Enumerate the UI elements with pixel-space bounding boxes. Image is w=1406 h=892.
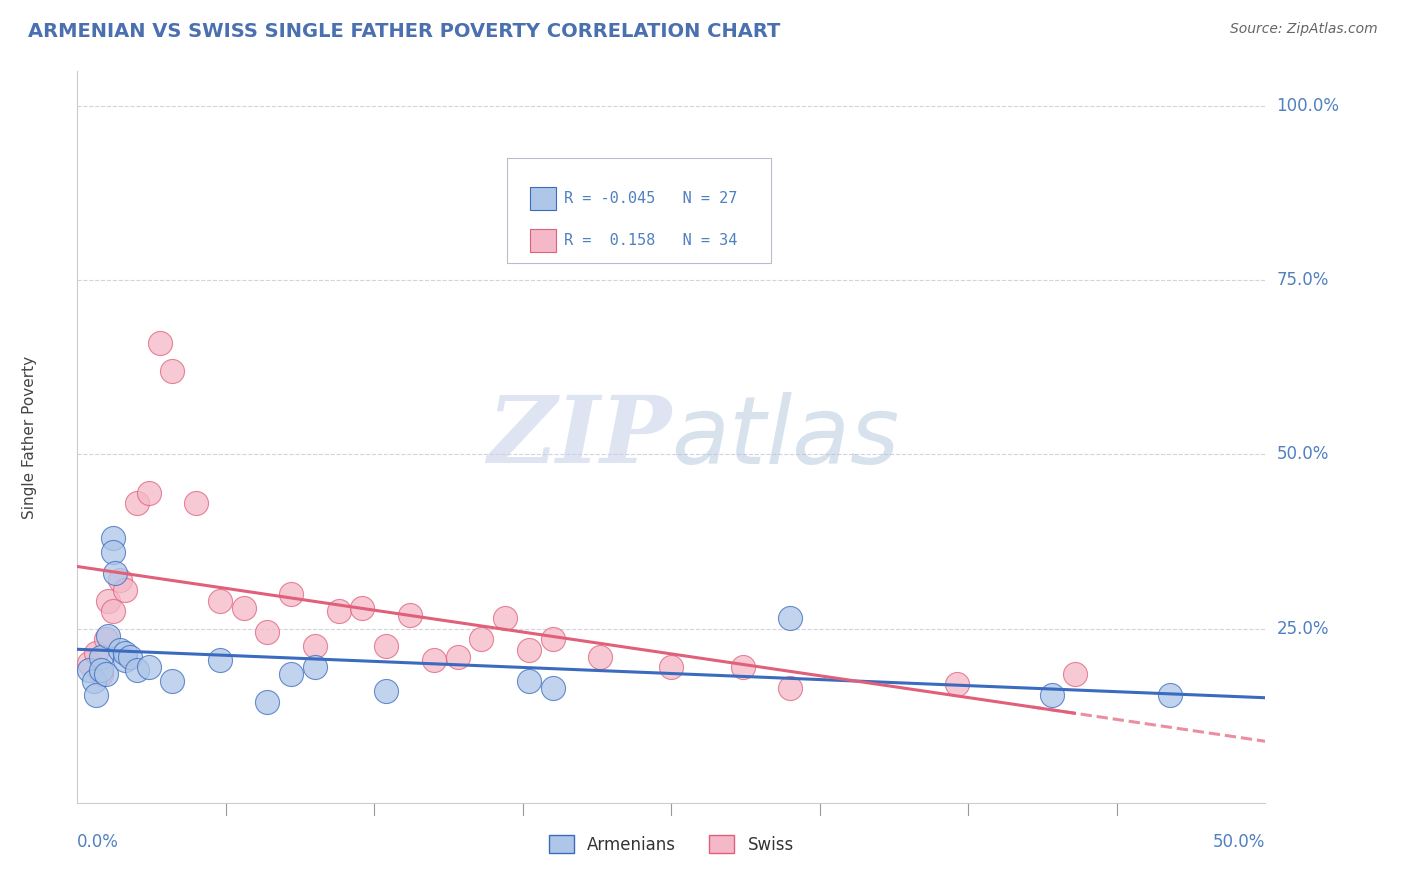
Legend: Armenians, Swiss: Armenians, Swiss bbox=[543, 829, 800, 860]
Point bbox=[328, 604, 350, 618]
Point bbox=[779, 611, 801, 625]
Point bbox=[86, 688, 108, 702]
Point bbox=[423, 653, 446, 667]
Point bbox=[149, 336, 172, 351]
Text: 0.0%: 0.0% bbox=[77, 833, 120, 851]
Point bbox=[162, 673, 184, 688]
Point bbox=[83, 673, 105, 688]
Point bbox=[517, 673, 540, 688]
Point bbox=[352, 600, 374, 615]
Point bbox=[77, 657, 100, 671]
Point bbox=[90, 664, 112, 678]
Point bbox=[114, 583, 136, 598]
Point bbox=[101, 604, 124, 618]
Point bbox=[90, 667, 112, 681]
Point bbox=[1159, 688, 1181, 702]
Point bbox=[114, 646, 136, 660]
Point bbox=[280, 587, 302, 601]
Point bbox=[541, 681, 564, 695]
Point bbox=[118, 649, 141, 664]
Text: Source: ZipAtlas.com: Source: ZipAtlas.com bbox=[1230, 22, 1378, 37]
Point bbox=[208, 653, 231, 667]
Point bbox=[517, 642, 540, 657]
Point bbox=[97, 594, 120, 608]
Point bbox=[399, 607, 422, 622]
Point bbox=[494, 611, 516, 625]
Point bbox=[94, 632, 117, 646]
Text: 25.0%: 25.0% bbox=[1277, 620, 1329, 638]
Text: R =  0.158   N = 34: R = 0.158 N = 34 bbox=[564, 234, 738, 248]
Point bbox=[375, 684, 398, 698]
Point bbox=[90, 649, 112, 664]
Point bbox=[125, 496, 148, 510]
Text: 100.0%: 100.0% bbox=[1277, 97, 1340, 115]
Point bbox=[114, 653, 136, 667]
Point bbox=[77, 664, 100, 678]
Text: 50.0%: 50.0% bbox=[1213, 833, 1265, 851]
Point bbox=[86, 646, 108, 660]
Point bbox=[104, 566, 127, 580]
Point bbox=[208, 594, 231, 608]
Point bbox=[256, 695, 278, 709]
Point bbox=[256, 625, 278, 640]
Text: ARMENIAN VS SWISS SINGLE FATHER POVERTY CORRELATION CHART: ARMENIAN VS SWISS SINGLE FATHER POVERTY … bbox=[28, 22, 780, 41]
Text: ZIP: ZIP bbox=[486, 392, 672, 482]
Point bbox=[945, 677, 967, 691]
Point bbox=[101, 545, 124, 559]
Point bbox=[304, 639, 326, 653]
Text: R = -0.045   N = 27: R = -0.045 N = 27 bbox=[564, 191, 738, 206]
Text: 75.0%: 75.0% bbox=[1277, 271, 1329, 289]
Text: Single Father Poverty: Single Father Poverty bbox=[22, 356, 38, 518]
Point bbox=[101, 531, 124, 545]
Point bbox=[470, 632, 492, 646]
Point bbox=[375, 639, 398, 653]
Point bbox=[97, 629, 120, 643]
Point bbox=[1064, 667, 1087, 681]
Point bbox=[661, 660, 683, 674]
Point bbox=[446, 649, 468, 664]
Point bbox=[731, 660, 754, 674]
Point bbox=[94, 667, 117, 681]
Point bbox=[304, 660, 326, 674]
Point bbox=[541, 632, 564, 646]
Point bbox=[108, 573, 131, 587]
Point bbox=[162, 364, 184, 378]
Text: 50.0%: 50.0% bbox=[1277, 445, 1329, 464]
Point bbox=[589, 649, 612, 664]
Point bbox=[779, 681, 801, 695]
Point bbox=[108, 642, 131, 657]
Point bbox=[186, 496, 208, 510]
Point bbox=[125, 664, 148, 678]
Point bbox=[232, 600, 254, 615]
Point bbox=[1040, 688, 1063, 702]
Point bbox=[138, 660, 160, 674]
Point bbox=[280, 667, 302, 681]
Point bbox=[138, 485, 160, 500]
Text: atlas: atlas bbox=[672, 392, 900, 483]
